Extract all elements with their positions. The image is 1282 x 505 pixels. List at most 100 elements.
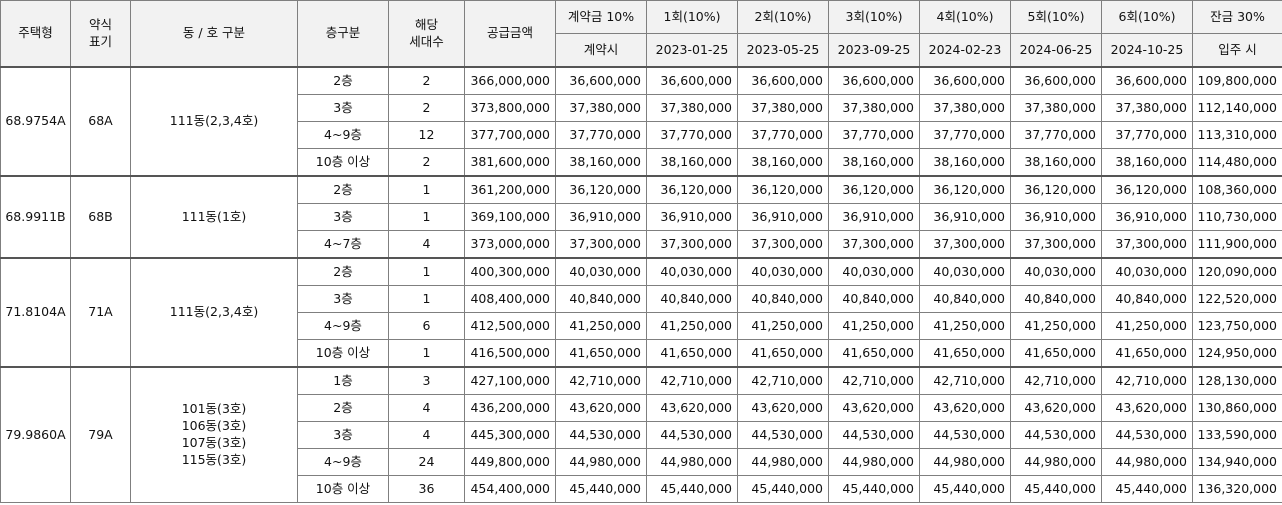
installment-4-cell: 41,250,000 xyxy=(919,312,1011,340)
deposit-cell: 36,120,000 xyxy=(555,175,647,204)
installment-1-cell: 38,160,000 xyxy=(646,148,738,177)
installment-5-cell: 37,380,000 xyxy=(1010,94,1102,122)
dong-cell: 111동(2,3,4호) xyxy=(130,66,298,177)
header-installment-5: 5회(10%) xyxy=(1010,0,1102,34)
header-deposit: 계약금 10% xyxy=(555,0,647,34)
installment-6-cell: 41,250,000 xyxy=(1101,312,1193,340)
units-cell: 2 xyxy=(388,94,465,122)
housing-type-cell: 68.9911B xyxy=(0,175,71,259)
installment-3-cell: 45,440,000 xyxy=(828,475,920,503)
header-abbr-line2: 표기 xyxy=(88,33,112,49)
floor-cell: 2층 xyxy=(297,66,389,95)
table-row: 4~9층 24 449,800,000 44,980,000 44,980,000 44,… xyxy=(1,448,1282,476)
balance-cell: 113,310,000 xyxy=(1192,121,1282,149)
balance-cell: 128,130,000 xyxy=(1192,366,1282,395)
balance-cell: 136,320,000 xyxy=(1192,475,1282,503)
deposit-cell: 40,840,000 xyxy=(555,285,647,313)
installment-3-cell: 36,910,000 xyxy=(828,203,920,231)
installment-2-cell: 41,250,000 xyxy=(737,312,829,340)
header-abbr-line1: 약식 xyxy=(88,16,112,32)
header-units-line1: 해당 xyxy=(414,16,438,32)
floor-cell: 3층 xyxy=(297,94,389,122)
header-date-6: 2024-10-25 xyxy=(1101,33,1193,68)
floor-cell: 2층 xyxy=(297,175,389,204)
balance-cell: 108,360,000 xyxy=(1192,175,1282,204)
price-cell: 408,400,000 xyxy=(464,285,556,313)
deposit-cell: 45,440,000 xyxy=(555,475,647,503)
header-units-line2: 세대수 xyxy=(409,33,444,49)
deposit-cell: 40,030,000 xyxy=(555,257,647,286)
floor-cell: 10층 이상 xyxy=(297,339,389,368)
table-row: 10층 이상 1 416,500,000 41,650,000 41,650,000 41… xyxy=(1,339,1282,368)
installment-3-cell: 41,650,000 xyxy=(828,339,920,368)
installment-3-cell: 40,840,000 xyxy=(828,285,920,313)
balance-cell: 112,140,000 xyxy=(1192,94,1282,122)
balance-cell: 124,950,000 xyxy=(1192,339,1282,368)
installment-4-cell: 44,980,000 xyxy=(919,448,1011,476)
installment-5-cell: 36,910,000 xyxy=(1010,203,1102,231)
housing-type-cell: 68.9754A xyxy=(0,66,71,177)
deposit-cell: 42,710,000 xyxy=(555,366,647,395)
price-cell: 366,000,000 xyxy=(464,66,556,95)
table-row: 4~9층 12 377,700,000 37,770,000 37,770,000 37,… xyxy=(1,121,1282,149)
installment-6-cell: 37,770,000 xyxy=(1101,121,1193,149)
abbr-cell: 71A xyxy=(70,257,131,368)
installment-3-cell: 36,120,000 xyxy=(828,175,920,204)
installment-3-cell: 44,530,000 xyxy=(828,421,920,449)
installment-4-cell: 43,620,000 xyxy=(919,394,1011,422)
floor-cell: 10층 이상 xyxy=(297,475,389,503)
housing-type-cell: 79.9860A xyxy=(0,366,71,503)
table-row: 4~7층 4 373,000,000 37,300,000 37,300,000 37,3… xyxy=(1,230,1282,259)
installment-2-cell: 36,910,000 xyxy=(737,203,829,231)
price-cell: 381,600,000 xyxy=(464,148,556,177)
header-floor: 층구분 xyxy=(297,0,389,68)
deposit-cell: 37,300,000 xyxy=(555,230,647,259)
installment-1-cell: 36,910,000 xyxy=(646,203,738,231)
header-date-4: 2024-02-23 xyxy=(919,33,1011,68)
installment-2-cell: 37,380,000 xyxy=(737,94,829,122)
floor-cell: 2층 xyxy=(297,394,389,422)
units-cell: 2 xyxy=(388,66,465,95)
units-cell: 6 xyxy=(388,312,465,340)
floor-cell: 10층 이상 xyxy=(297,148,389,177)
table-row: 71.8104A 71A 111동(2,3,4호) 2층 1 400,300,000 40,… xyxy=(0,257,1282,368)
installment-1-cell: 36,600,000 xyxy=(646,66,738,95)
units-cell: 1 xyxy=(388,339,465,368)
units-cell: 2 xyxy=(388,148,465,177)
installment-3-cell: 37,300,000 xyxy=(828,230,920,259)
units-cell: 1 xyxy=(388,285,465,313)
floor-cell: 3층 xyxy=(297,421,389,449)
price-cell: 416,500,000 xyxy=(464,339,556,368)
housing-type-cell: 71.8104A xyxy=(0,257,71,368)
dong-cell: 111동(2,3,4호) xyxy=(130,257,298,368)
deposit-cell: 36,600,000 xyxy=(555,66,647,95)
table-row: 68.9911B 68B 111동(1호) 2층 1 361,200,000 36,120,… xyxy=(0,175,1282,259)
header-dong: 동 / 호 구분 xyxy=(130,0,298,68)
deposit-cell: 41,250,000 xyxy=(555,312,647,340)
price-cell: 427,100,000 xyxy=(464,366,556,395)
installment-6-cell: 43,620,000 xyxy=(1101,394,1193,422)
installment-6-cell: 40,840,000 xyxy=(1101,285,1193,313)
installment-4-cell: 36,120,000 xyxy=(919,175,1011,204)
installment-6-cell: 36,120,000 xyxy=(1101,175,1193,204)
header-installment-4: 4회(10%) xyxy=(919,0,1011,34)
installment-5-cell: 36,120,000 xyxy=(1010,175,1102,204)
installment-6-cell: 45,440,000 xyxy=(1101,475,1193,503)
installment-4-cell: 44,530,000 xyxy=(919,421,1011,449)
table-row: 2층 4 436,200,000 43,620,000 43,620,000 43,620… xyxy=(1,394,1282,422)
installment-1-cell: 44,530,000 xyxy=(646,421,738,449)
deposit-cell: 37,770,000 xyxy=(555,121,647,149)
dong-line: 111동(2,3,4호) xyxy=(169,113,259,129)
installment-2-cell: 40,030,000 xyxy=(737,257,829,286)
units-cell: 1 xyxy=(388,175,465,204)
installment-2-cell: 40,840,000 xyxy=(737,285,829,313)
header-units: 해당 세대수 xyxy=(388,0,465,68)
installment-2-cell: 38,160,000 xyxy=(737,148,829,177)
balance-cell: 120,090,000 xyxy=(1192,257,1282,286)
floor-cell: 2층 xyxy=(297,257,389,286)
installment-1-cell: 40,840,000 xyxy=(646,285,738,313)
installment-5-cell: 44,530,000 xyxy=(1010,421,1102,449)
header-date-5: 2024-06-25 xyxy=(1010,33,1102,68)
price-cell: 373,000,000 xyxy=(464,230,556,259)
